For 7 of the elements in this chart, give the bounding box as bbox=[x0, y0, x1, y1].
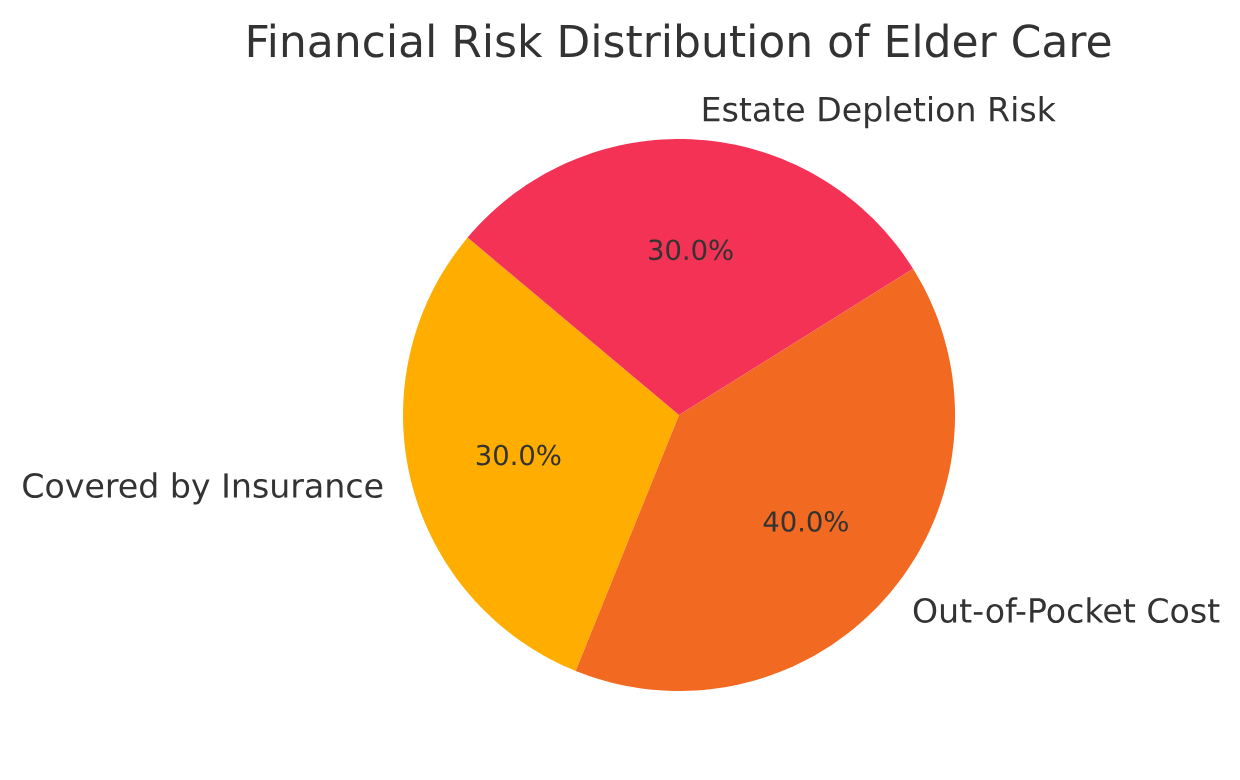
slice-label: Out-of-Pocket Cost bbox=[913, 597, 1220, 623]
chart-title: Financial Risk Distribution of Elder Care bbox=[248, 23, 1111, 58]
slice-label: Estate Depletion Risk bbox=[703, 96, 1056, 129]
data-label: 30.0% bbox=[649, 239, 733, 261]
slice-label: Covered by Insurance bbox=[23, 472, 383, 505]
data-label: 40.0% bbox=[763, 511, 848, 532]
data-label: 30.0% bbox=[476, 444, 561, 466]
